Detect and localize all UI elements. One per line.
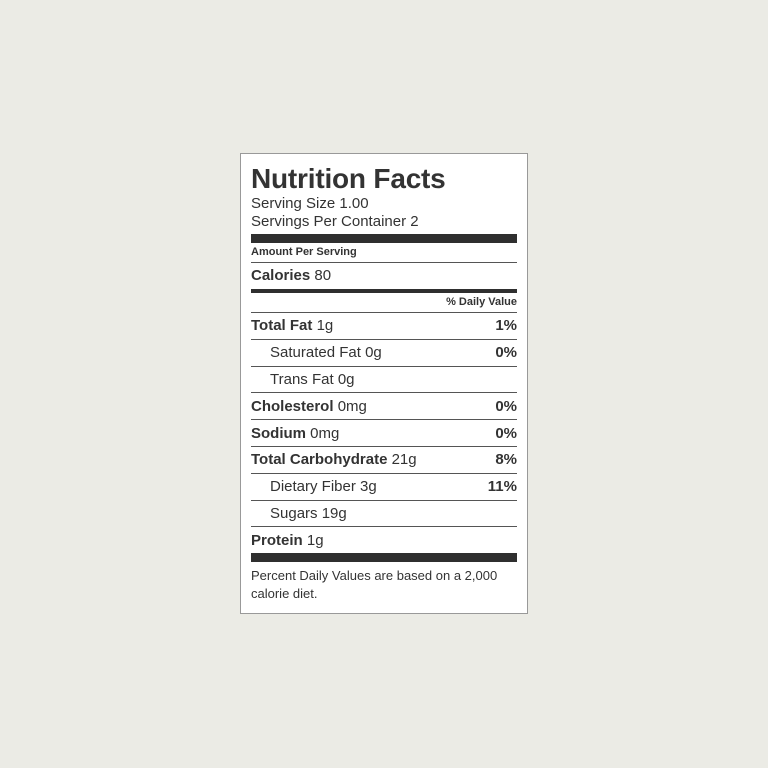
serving-size: Serving Size 1.00 xyxy=(251,195,517,213)
serving-size-label: Serving Size xyxy=(251,195,336,212)
title: Nutrition Facts xyxy=(251,163,446,194)
nutrient-name: Protein xyxy=(251,531,303,549)
nutrient-dv: 0% xyxy=(495,344,517,362)
amount-per-serving: Amount Per Serving xyxy=(251,243,517,263)
servings-value: 2 xyxy=(410,212,419,230)
nutrient-dv: 8% xyxy=(495,451,517,469)
nutrient-name: Sugars xyxy=(270,504,318,522)
nutrient-row: Protein 1g xyxy=(251,527,517,553)
nutrient-dv: 1% xyxy=(495,317,517,335)
nutrient-row: Dietary Fiber 3g 11% xyxy=(251,474,517,501)
nutrient-row: Sugars 19g xyxy=(251,501,517,528)
nutrient-row: Trans Fat 0g xyxy=(251,367,517,394)
servings-per-container: Servings Per Container 2 xyxy=(251,213,517,231)
calories-value: 80 xyxy=(314,267,332,284)
nutrient-name: Trans Fat xyxy=(270,370,334,388)
nutrient-name: Cholesterol xyxy=(251,397,334,415)
nutrient-amount: 1g xyxy=(306,531,324,549)
calories-label: Calories xyxy=(251,267,311,284)
nutrient-row: Saturated Fat 0g 0% xyxy=(251,340,517,367)
nutrient-dv: 0% xyxy=(495,397,517,415)
nutrient-row: Total Carbohydrate 21g 8% xyxy=(251,447,517,474)
nutrient-name: Total Carbohydrate xyxy=(251,451,388,469)
footnote: Percent Daily Values are based on a 2,00… xyxy=(251,568,498,602)
divider-thick xyxy=(251,234,517,243)
nutrient-amount: 0mg xyxy=(310,424,340,442)
nutrient-row: Total Fat 1g 1% xyxy=(251,313,517,340)
daily-value-header: % Daily Value xyxy=(251,293,517,313)
nutrient-amount: 0g xyxy=(337,370,355,388)
nutrient-dv: 0% xyxy=(495,424,517,442)
nutrient-name: Sodium xyxy=(251,424,306,442)
divider-medium xyxy=(251,289,517,293)
nutrient-dv: 11% xyxy=(487,478,517,496)
nutrient-name: Dietary Fiber xyxy=(270,478,356,496)
servings-label: Servings Per Container xyxy=(251,212,407,230)
nutrient-row: Sodium 0mg 0% xyxy=(251,420,517,447)
nutrient-name: Saturated Fat xyxy=(270,344,361,362)
nutrient-amount: 1g xyxy=(316,317,334,335)
nutrient-amount: 21g xyxy=(391,451,417,469)
nutrient-amount: 0mg xyxy=(337,397,367,415)
divider-thick xyxy=(251,553,517,563)
serving-size-value: 1.00 xyxy=(339,195,369,212)
nutrition-label: Nutrition Facts Serving Size 1.00 Servin… xyxy=(240,153,528,615)
nutrient-row: Cholesterol 0mg 0% xyxy=(251,393,517,421)
nutrient-amount: 0g xyxy=(365,344,382,362)
nutrient-amount: 19g xyxy=(321,504,347,522)
calories: Calories 80 xyxy=(251,263,517,289)
nutrient-name: Total Fat xyxy=(251,317,313,335)
nutrient-amount: 3g xyxy=(360,478,377,496)
